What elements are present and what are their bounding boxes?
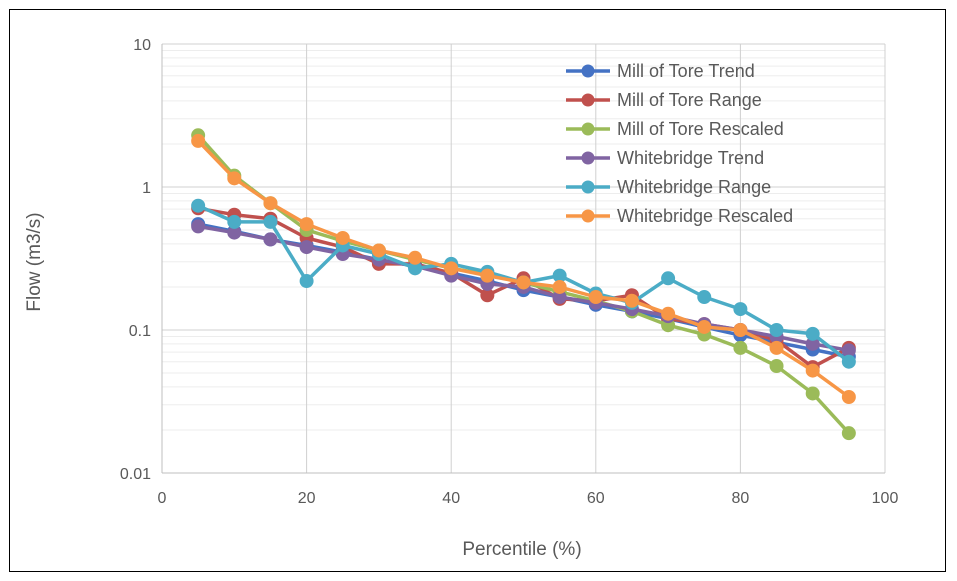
data-point: [588, 290, 603, 305]
data-point: [480, 268, 495, 283]
y-tick-label: 0.01: [120, 466, 151, 483]
legend-marker: [581, 64, 595, 78]
data-point: [227, 214, 242, 229]
data-point: [697, 319, 712, 334]
legend-marker: [581, 93, 595, 107]
data-point: [335, 230, 350, 245]
data-point: [769, 323, 784, 337]
legend-label: Mill of Tore Rescaled: [617, 119, 784, 139]
data-point: [444, 261, 459, 276]
data-point: [299, 274, 314, 289]
legend-item: Whitebridge Rescaled: [566, 206, 793, 226]
data-point: [841, 389, 856, 404]
data-point: [805, 386, 820, 401]
data-point: [516, 275, 531, 290]
series-whitebridge-rescaled: [191, 133, 856, 404]
legend-marker: [581, 151, 595, 165]
data-point: [227, 171, 242, 186]
y-tick-label: 0.1: [129, 323, 151, 340]
data-point: [841, 354, 856, 369]
x-tick-label: 20: [298, 490, 316, 507]
y-tick-label: 10: [133, 37, 151, 54]
data-point: [733, 340, 748, 355]
grid: [161, 43, 886, 474]
data-point: [769, 359, 784, 374]
data-point: [263, 232, 278, 247]
legend-marker: [581, 122, 595, 136]
chart-frame: 0.01 0.1 1 10 0 20 40 60 80 100 Mill of Tore Tren…: [9, 9, 946, 572]
y-axis-label: Flow (m3/s): [24, 212, 45, 311]
data-point: [552, 279, 567, 294]
legend-marker: [581, 180, 595, 194]
x-tick-label: 80: [732, 490, 750, 507]
series-group: [191, 128, 856, 441]
legend-item: Whitebridge Trend: [566, 148, 764, 168]
y-tick-label: 1: [142, 180, 151, 197]
data-point: [733, 323, 748, 337]
data-point: [299, 217, 314, 232]
data-point: [805, 363, 820, 378]
legend-marker: [581, 209, 595, 223]
data-point: [697, 290, 712, 305]
x-axis-label: Percentile (%): [462, 539, 581, 560]
legend: Mill of Tore Trend Mill of Tore Range Mill…: [566, 61, 793, 226]
data-point: [299, 240, 314, 255]
data-point: [841, 426, 856, 441]
legend-label: Whitebridge Range: [617, 177, 771, 197]
x-tick-label: 60: [587, 490, 605, 507]
x-tick-label: 40: [442, 490, 460, 507]
x-tick-label: 0: [158, 490, 167, 507]
data-point: [408, 250, 423, 265]
data-point: [624, 293, 639, 308]
legend-item: Mill of Tore Trend: [566, 61, 755, 81]
x-tick-label: 100: [872, 490, 899, 507]
data-point: [191, 198, 206, 213]
data-point: [263, 214, 278, 229]
legend-label: Whitebridge Rescaled: [617, 206, 793, 226]
legend-label: Whitebridge Trend: [617, 148, 764, 168]
legend-item: Whitebridge Range: [566, 177, 771, 197]
data-point: [733, 302, 748, 317]
legend-item: Mill of Tore Rescaled: [566, 119, 784, 139]
data-point: [661, 306, 676, 321]
data-point: [805, 326, 820, 341]
data-point: [769, 340, 784, 355]
legend-label: Mill of Tore Range: [617, 90, 762, 110]
data-point: [191, 133, 206, 148]
data-point: [191, 219, 206, 234]
data-point: [371, 243, 386, 258]
data-point: [661, 271, 676, 286]
legend-label: Mill of Tore Trend: [617, 61, 755, 81]
legend-item: Mill of Tore Range: [566, 90, 762, 110]
data-point: [263, 196, 278, 211]
